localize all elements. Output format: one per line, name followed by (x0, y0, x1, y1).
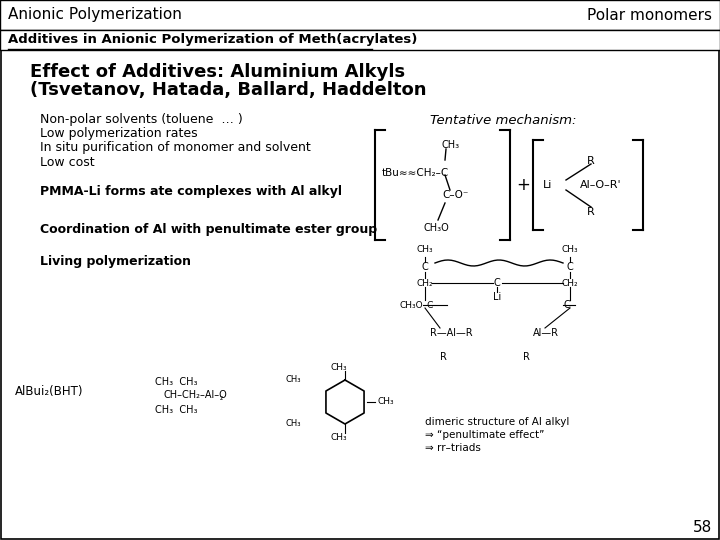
Text: CH₃: CH₃ (330, 433, 347, 442)
Text: CH₃O–C: CH₃O–C (400, 300, 434, 309)
Text: Al–O–R': Al–O–R' (580, 180, 621, 190)
Text: ⇒ “penultimate effect”: ⇒ “penultimate effect” (425, 430, 544, 440)
Text: Al—R: Al—R (533, 328, 559, 338)
Text: CH₂: CH₂ (417, 279, 433, 287)
Text: CH₃: CH₃ (377, 397, 394, 407)
Text: CH₃  CH₃: CH₃ CH₃ (155, 377, 197, 387)
FancyBboxPatch shape (0, 0, 720, 30)
Text: CH₃: CH₃ (562, 246, 578, 254)
Text: C: C (422, 262, 428, 272)
Text: R: R (440, 352, 447, 362)
Text: CH₃O: CH₃O (423, 223, 449, 233)
Text: (Tsvetanov, Hatada, Ballard, Haddelton: (Tsvetanov, Hatada, Ballard, Haddelton (30, 81, 426, 99)
Text: CH₃: CH₃ (285, 375, 301, 384)
Text: Effect of Additives: Aluminium Alkyls: Effect of Additives: Aluminium Alkyls (30, 63, 405, 81)
Text: AlBui₂(BHT): AlBui₂(BHT) (15, 386, 84, 399)
Text: ₂: ₂ (220, 394, 223, 402)
Text: CH₃  CH₃: CH₃ CH₃ (155, 405, 197, 415)
Text: CH₂: CH₂ (562, 279, 578, 287)
Text: 58: 58 (693, 521, 712, 536)
Text: Non-polar solvents (toluene  … ): Non-polar solvents (toluene … ) (40, 113, 243, 126)
Text: C: C (567, 262, 573, 272)
Text: +: + (516, 176, 530, 194)
Text: In situ purification of monomer and solvent: In situ purification of monomer and solv… (40, 141, 311, 154)
Text: Polar monomers: Polar monomers (587, 8, 712, 23)
Text: dimeric structure of Al alkyl: dimeric structure of Al alkyl (425, 417, 570, 427)
Text: Low polymerization rates: Low polymerization rates (40, 127, 197, 140)
Text: CH–CH₂–Al–O: CH–CH₂–Al–O (163, 390, 227, 400)
Text: Living polymerization: Living polymerization (40, 255, 191, 268)
Text: Li: Li (493, 292, 501, 302)
Text: Anionic Polymerization: Anionic Polymerization (8, 8, 182, 23)
Text: C: C (494, 278, 500, 288)
Text: R—Al—R: R—Al—R (430, 328, 472, 338)
Text: CH₃: CH₃ (417, 246, 433, 254)
Text: R: R (587, 156, 595, 166)
Text: R: R (523, 352, 530, 362)
Text: CH₃: CH₃ (285, 420, 301, 429)
Text: Low cost: Low cost (40, 156, 94, 168)
Text: CH₃: CH₃ (442, 140, 460, 150)
Text: Coordination of Al with penultimate ester group: Coordination of Al with penultimate este… (40, 224, 377, 237)
Text: Additives in Anionic Polymerization of Meth(acrylates): Additives in Anionic Polymerization of M… (8, 33, 418, 46)
Text: C–O⁻: C–O⁻ (442, 190, 469, 200)
Text: C: C (563, 300, 570, 310)
Text: PMMA-Li forms ate complexes with Al alkyl: PMMA-Li forms ate complexes with Al alky… (40, 186, 342, 199)
Text: tBu≈≈CH₂–C: tBu≈≈CH₂–C (382, 168, 449, 178)
Text: Tentative mechanism:: Tentative mechanism: (430, 113, 577, 126)
Text: Li: Li (543, 180, 552, 190)
Text: CH₃: CH₃ (330, 362, 347, 372)
Text: ⇒ rr–triads: ⇒ rr–triads (425, 443, 481, 453)
FancyBboxPatch shape (0, 30, 720, 50)
Text: R: R (587, 207, 595, 217)
